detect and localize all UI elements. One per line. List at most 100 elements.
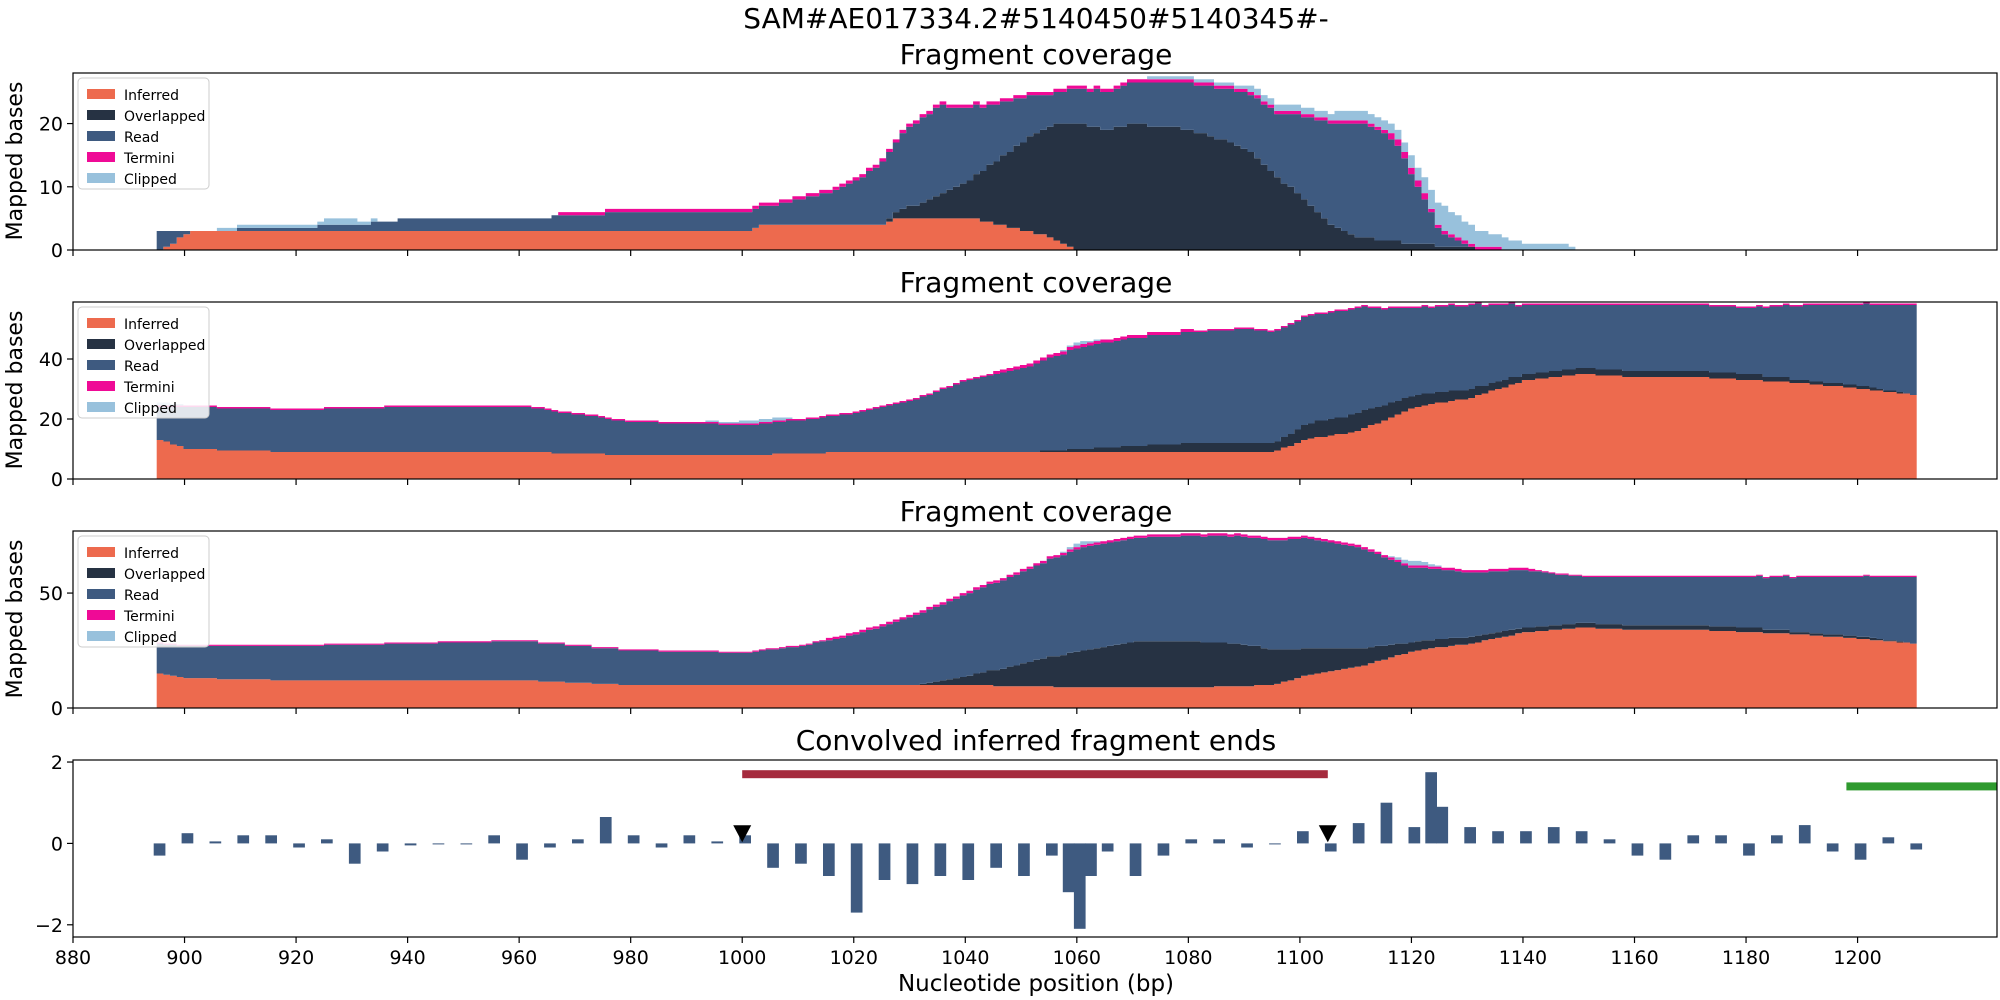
signal-bar	[683, 835, 696, 844]
panel-3-title: Fragment coverage	[900, 495, 1173, 528]
signal-bar	[1492, 831, 1504, 844]
signal-bar	[1352, 823, 1365, 844]
signal-bar	[655, 843, 668, 848]
signal-bar	[1046, 843, 1058, 856]
legend-label-overlapped: Overlapped	[124, 567, 205, 583]
series-inferred-area	[156, 627, 1917, 708]
legend-swatch-inferred	[87, 89, 115, 99]
signal-bar	[1241, 843, 1253, 848]
signal-bar	[823, 843, 835, 876]
signal-bar	[321, 839, 333, 844]
legend-label-read: Read	[124, 588, 159, 604]
coverage-panel-2: Fragment coverage Mapped bases 0 20 40 Infe…	[3, 266, 1998, 491]
signal-bar	[1324, 843, 1337, 852]
legend-label-overlapped: Overlapped	[124, 109, 205, 125]
convolved-ends-panel: Convolved inferred fragment ends Nucleot…	[35, 724, 1998, 997]
legend-swatch-termini	[87, 381, 115, 391]
panel-4-title: Convolved inferred fragment ends	[796, 724, 1277, 757]
legend-swatch-termini	[87, 152, 115, 162]
y-tick-label: 0	[51, 469, 63, 491]
legend-label-clipped: Clipped	[124, 172, 177, 188]
legend-swatch-read	[87, 360, 115, 370]
signal-bar	[1408, 827, 1421, 844]
figure-title: SAM#AE017334.2#5140450#5140345#-	[743, 2, 1328, 35]
signal-bar	[1798, 825, 1811, 844]
x-tick-label: 920	[278, 947, 314, 969]
signal-bar	[460, 843, 473, 845]
x-tick-label: 1020	[830, 947, 878, 969]
legend-swatch-inferred	[87, 547, 115, 557]
interval-red-bar	[742, 770, 1328, 779]
signal-bar	[1129, 843, 1142, 876]
axes-frame	[72, 301, 1998, 480]
signal-bar	[181, 833, 194, 844]
x-tick-label: 1200	[1833, 947, 1881, 969]
signal-bar	[934, 843, 947, 876]
legend-label-clipped: Clipped	[124, 401, 177, 417]
signal-bar	[627, 835, 640, 844]
y-tick-label: −2	[35, 915, 63, 937]
signal-bar	[1297, 831, 1309, 844]
signal-bar	[1687, 835, 1700, 844]
panel-2-title: Fragment coverage	[900, 266, 1173, 299]
signal-bar	[1854, 843, 1867, 860]
signal-bar	[348, 843, 361, 864]
signal-bar	[711, 841, 724, 844]
coverage-panel-3: Fragment coverage Mapped bases 0 50 Inferr…	[3, 495, 1998, 720]
legend-label-read: Read	[124, 359, 159, 375]
x-axis-label: Nucleotide position (bp)	[898, 971, 1174, 997]
signal-bar	[767, 843, 779, 868]
legend-swatch-inferred	[87, 318, 115, 328]
legend-swatch-clipped	[87, 402, 115, 412]
panel-2-ylabel: Mapped bases	[3, 311, 28, 470]
signal-bar	[153, 843, 166, 856]
y-tick-label: 20	[39, 409, 63, 431]
signal-bar	[1436, 806, 1449, 844]
signal-bar	[488, 835, 500, 844]
legend-label-inferred: Inferred	[124, 88, 179, 104]
x-tick-label: 960	[501, 947, 537, 969]
signal-bar	[850, 843, 863, 913]
legend-swatch-read	[87, 589, 115, 599]
series-read-area	[156, 303, 1917, 455]
signal-bar	[237, 835, 250, 844]
signal-bar	[599, 817, 612, 844]
signal-bar	[265, 835, 277, 844]
y-tick-label: 20	[39, 114, 63, 136]
signal-bar	[293, 843, 305, 848]
signal-bar	[962, 843, 975, 880]
signal-bar	[1771, 835, 1783, 844]
series-inferred-area	[156, 374, 1917, 479]
legend-swatch-clipped	[87, 173, 115, 183]
signal-bar	[544, 843, 556, 848]
signal-bar	[376, 843, 389, 852]
signal-bar	[1882, 837, 1895, 844]
signal-bar	[1520, 831, 1532, 844]
legend-swatch-read	[87, 131, 115, 141]
event-marker	[733, 825, 752, 843]
legend-label-termini: Termini	[123, 609, 175, 625]
interval-green-bar	[1846, 782, 1997, 791]
x-tick-label: 1120	[1387, 947, 1435, 969]
y-tick-label: 40	[39, 349, 63, 371]
signal-bar	[1085, 843, 1097, 876]
signal-bar	[1715, 835, 1727, 844]
x-tick-label: 1180	[1722, 947, 1770, 969]
event-marker	[1318, 825, 1337, 843]
legend-label-termini: Termini	[123, 380, 175, 396]
legend-swatch-overlapped	[87, 339, 115, 349]
signal-bar	[1185, 839, 1198, 844]
x-tick-label: 940	[389, 947, 425, 969]
panel-1-title: Fragment coverage	[900, 38, 1173, 71]
signal-bar	[990, 843, 1002, 868]
series-read-area	[156, 535, 1917, 685]
y-tick-label: 50	[39, 583, 63, 605]
signal-bar	[1213, 839, 1225, 844]
signal-bar	[1631, 843, 1644, 856]
legend-swatch-termini	[87, 610, 115, 620]
legend-label-clipped: Clipped	[124, 630, 177, 646]
signal-bar	[1464, 827, 1476, 844]
signal-bar	[1018, 843, 1030, 876]
signal-bar	[1073, 843, 1086, 929]
series-overlapped-area	[156, 123, 1917, 250]
